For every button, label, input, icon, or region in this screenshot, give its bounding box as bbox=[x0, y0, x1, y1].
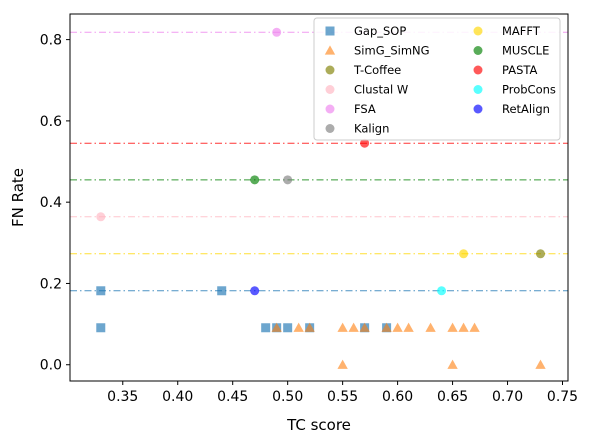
legend-label: RetAlign bbox=[502, 102, 550, 116]
legend-label: MUSCLE bbox=[502, 44, 549, 58]
legend-label: Gap_SOP bbox=[354, 24, 406, 38]
data-point bbox=[217, 286, 227, 296]
y-tick-label: 0.2 bbox=[40, 276, 62, 292]
data-point bbox=[337, 322, 348, 332]
data-point bbox=[271, 322, 282, 332]
legend-marker bbox=[325, 26, 335, 36]
data-point bbox=[392, 322, 403, 332]
data-point bbox=[535, 359, 546, 369]
legend-label: Clustal W bbox=[354, 83, 408, 97]
y-tick-label: 0.0 bbox=[40, 358, 62, 374]
legend-marker bbox=[325, 85, 335, 94]
y-axis-label: FN Rate bbox=[9, 168, 27, 227]
data-point bbox=[359, 322, 370, 332]
data-point bbox=[261, 323, 271, 333]
legend-marker bbox=[325, 104, 335, 114]
data-point bbox=[304, 322, 315, 332]
data-point bbox=[96, 286, 106, 296]
data-point bbox=[459, 249, 469, 259]
x-tick-label: 0.45 bbox=[217, 389, 248, 405]
legend-label: ProbCons bbox=[502, 83, 556, 97]
x-tick-label: 0.55 bbox=[327, 389, 358, 405]
legend-label: Kalign bbox=[354, 122, 389, 136]
data-point bbox=[250, 286, 260, 296]
legend-label: SimG_SimNG bbox=[354, 44, 430, 58]
data-point bbox=[96, 323, 106, 333]
legend-label: PASTA bbox=[502, 63, 537, 77]
data-point bbox=[425, 322, 436, 332]
data-point bbox=[293, 322, 304, 332]
x-tick-label: 0.70 bbox=[492, 389, 523, 405]
data-point bbox=[403, 322, 414, 332]
x-tick-label: 0.65 bbox=[437, 389, 468, 405]
legend: Gap_SOP SimG_SimNG T-Coffee Clustal W FSA Kal… bbox=[313, 17, 561, 141]
x-tick-label: 0.60 bbox=[382, 389, 413, 405]
legend-marker bbox=[473, 65, 483, 75]
data-point bbox=[337, 359, 348, 369]
data-point bbox=[536, 249, 546, 259]
legend-marker bbox=[325, 124, 335, 133]
data-point bbox=[437, 286, 447, 296]
legend-marker bbox=[473, 46, 483, 55]
data-point bbox=[272, 27, 282, 37]
plot-frame bbox=[69, 13, 569, 382]
y-axis: 0.0 0.2 0.4 0.6 0.8 bbox=[40, 33, 70, 374]
data-point bbox=[283, 175, 293, 185]
data-point bbox=[283, 323, 293, 333]
data-point bbox=[250, 175, 260, 185]
data-point bbox=[447, 359, 458, 369]
data-point bbox=[96, 212, 106, 222]
data-point bbox=[469, 322, 480, 332]
legend-label: FSA bbox=[354, 102, 376, 116]
data-point bbox=[458, 322, 469, 332]
data-points bbox=[96, 27, 546, 369]
legend-label: T-Coffee bbox=[353, 63, 401, 77]
x-tick-label: 0.75 bbox=[547, 389, 578, 405]
legend-marker bbox=[473, 26, 483, 36]
x-tick-label: 0.35 bbox=[107, 389, 138, 405]
x-axis: 0.35 0.40 0.45 0.50 0.55 0.60 0.65 0.70 0.75 bbox=[107, 381, 578, 405]
x-tick-label: 0.50 bbox=[272, 389, 303, 405]
y-tick-label: 0.4 bbox=[40, 195, 62, 211]
y-tick-label: 0.8 bbox=[40, 33, 62, 49]
x-tick-label: 0.40 bbox=[162, 389, 193, 405]
legend-label: MAFFT bbox=[502, 24, 541, 38]
legend-box bbox=[313, 17, 561, 141]
y-tick-label: 0.6 bbox=[40, 114, 62, 130]
legend-marker bbox=[473, 104, 483, 114]
legend-marker bbox=[325, 65, 335, 75]
data-point bbox=[360, 138, 370, 148]
data-point bbox=[447, 322, 458, 332]
x-axis-label: TC score bbox=[286, 416, 351, 434]
data-point bbox=[381, 322, 392, 332]
data-point bbox=[348, 322, 359, 332]
legend-marker bbox=[324, 45, 336, 55]
legend-marker bbox=[473, 85, 483, 94]
